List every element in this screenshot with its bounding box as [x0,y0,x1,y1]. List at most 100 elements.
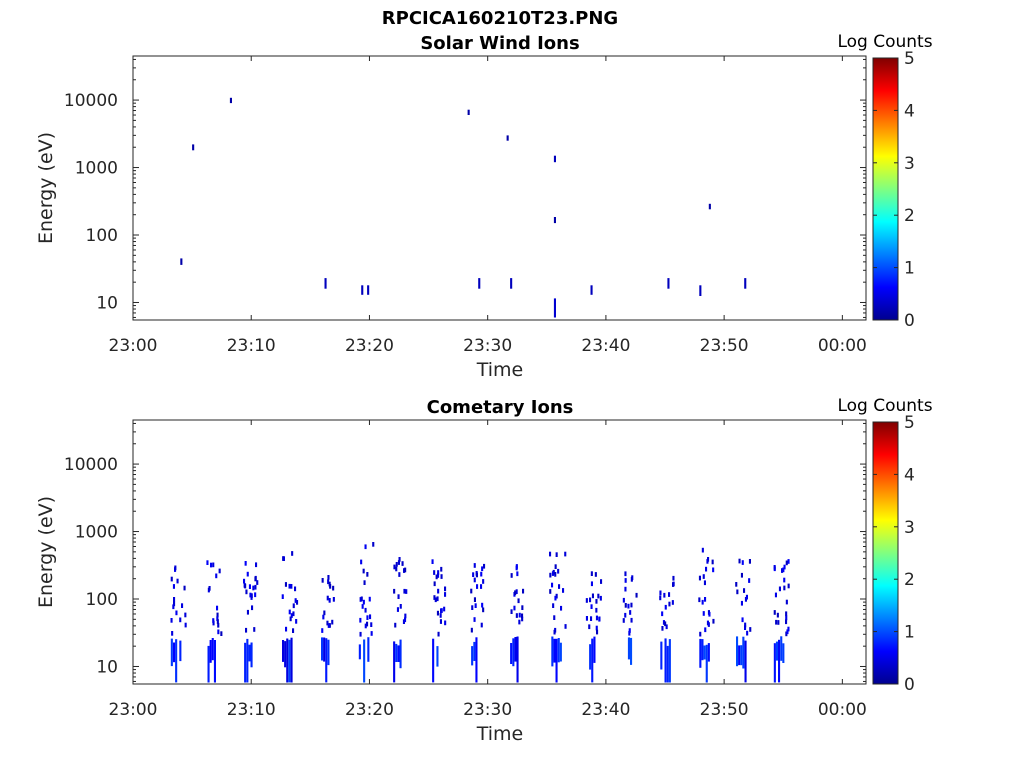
data-cell [284,641,287,668]
colorbar [872,421,899,685]
data-cell [395,566,398,572]
data-cell [331,619,334,625]
data-cell [627,603,630,609]
data-cell [323,610,326,616]
data-cell [328,581,331,587]
data-cell [551,636,554,667]
x-tick-label: 23:40 [581,336,630,356]
data-cell [467,109,470,115]
data-cell [211,638,214,661]
data-cell [667,278,670,289]
data-cell [595,625,598,631]
data-cell [212,562,215,568]
x-tick-label: 23:30 [463,700,512,720]
data-cell [672,575,675,581]
data-cell [192,144,195,151]
data-cell [522,588,525,594]
data-cell [439,619,442,624]
data-cell [712,618,715,624]
data-cell [559,642,562,662]
data-cell [712,567,715,573]
data-cell [698,575,701,581]
data-cell [738,645,741,666]
data-cell [362,599,365,605]
data-cell [209,640,212,663]
data-cell [664,638,667,683]
data-cell [630,637,633,665]
data-cell [740,572,743,578]
data-cell [216,616,219,621]
x-tick-label: 23:40 [581,700,630,720]
data-cell [598,616,601,622]
y-tick-label: 100 [86,590,118,610]
data-cell [217,622,220,628]
data-cell [364,623,367,629]
data-cell [360,559,363,565]
data-cell [433,570,436,575]
data-cell [785,619,788,625]
data-cell [521,616,524,622]
data-cell [393,641,396,683]
data-cell [668,592,671,597]
data-cell [433,595,436,600]
data-cell [774,592,777,598]
data-cell [510,609,513,614]
y-tick-label: 10 [96,293,118,313]
data-cell [359,631,362,637]
data-cell [671,600,674,605]
data-cell [557,638,560,663]
data-cell [591,638,594,683]
data-cell [549,589,552,594]
colorbar-tick-label: 5 [904,49,915,69]
data-cell [294,586,297,592]
x-tick-label: 00:00 [818,700,867,720]
x-tick-label: 23:50 [700,700,749,720]
axes: 23:00 23:10 23:20 23:30 23:40 23:50 00:00 10 100… [64,420,867,720]
colorbar-tick-label: 0 [904,675,915,695]
data-cell [744,625,747,630]
data-cell [212,618,215,623]
data-cell [363,639,366,683]
data-cell [630,617,633,623]
data-cell [395,643,398,662]
data-cell [252,585,255,591]
data-cell [246,609,249,615]
data-cell [711,559,714,565]
data-cell [215,573,218,579]
data-cell [555,638,558,683]
data-cell [434,597,437,603]
x-tick-label: 23:10 [227,336,276,356]
data-cell [175,610,178,616]
data-cell [369,614,372,620]
data-cell [207,645,210,683]
data-cell [229,97,232,104]
y-axis-label: Energy (eV) [35,132,57,244]
data-cell [787,626,790,632]
data-cell [440,608,443,613]
data-cell [324,278,327,289]
data-cell [220,631,223,636]
data-cell [589,597,592,603]
data-cell [666,645,669,683]
data-cell [367,285,370,295]
data-cell [368,596,371,602]
data-cell [698,597,701,603]
colorbar-tick-label: 2 [904,570,915,590]
data-cell [703,580,706,586]
colorbar-ticks: 0 1 2 3 4 5 [873,413,915,695]
data-cell [555,593,558,599]
data-cell [662,620,665,625]
data-cell [706,620,709,626]
data-cell [172,604,175,610]
data-cell [290,637,293,683]
data-cell [181,603,184,608]
data-cell [590,616,593,621]
data-cell [370,622,373,627]
data-cell [475,637,478,683]
colorbar-label: Log Counts [837,32,932,52]
data-cell [599,595,602,601]
data-cell [624,612,627,618]
data-cell [171,631,174,636]
data-cell [553,155,556,163]
x-tick-label: 23:20 [345,700,394,720]
